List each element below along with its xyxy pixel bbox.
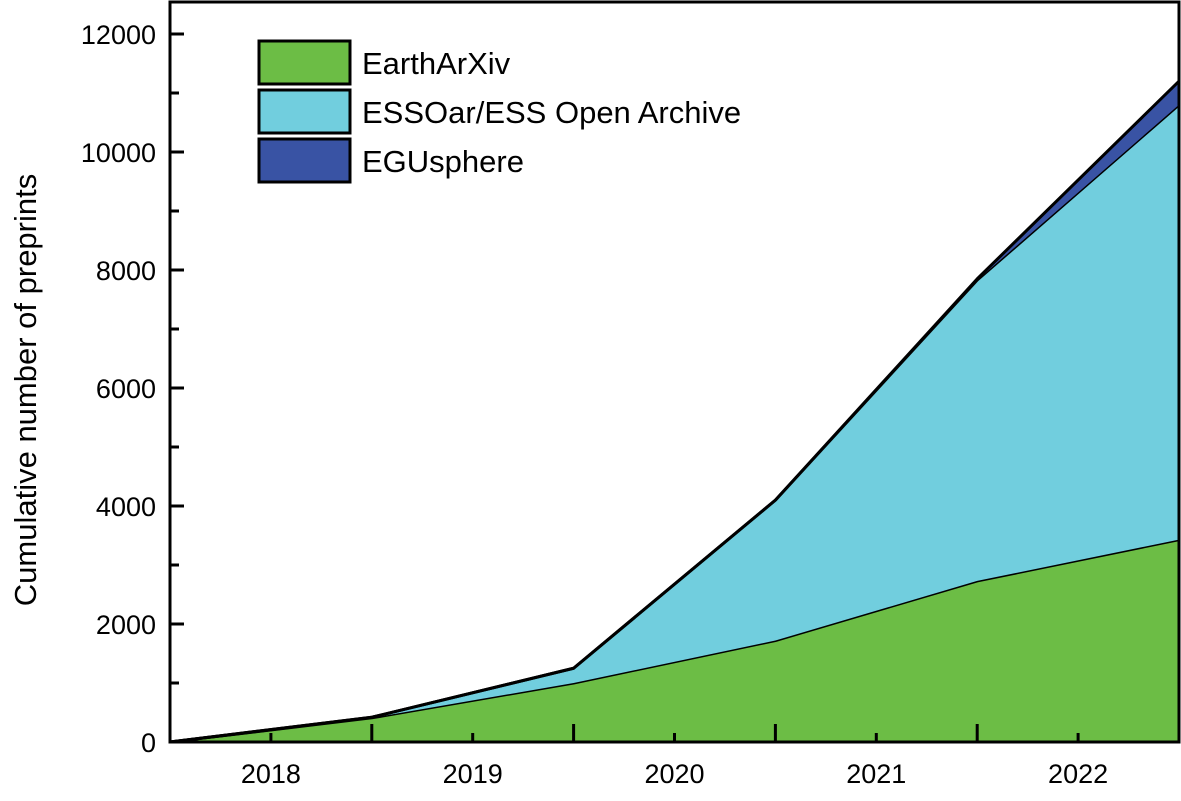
y-axis-label: Cumulative number of preprints — [8, 174, 43, 606]
y-tick-label: 8000 — [96, 256, 156, 286]
legend-swatch — [257, 39, 352, 86]
legend-label: EGUsphere — [362, 144, 524, 179]
x-tick-label: 2018 — [241, 759, 301, 789]
y-tick-label: 0 — [141, 728, 156, 758]
legend-label: ESSOar/ESS Open Archive — [362, 95, 741, 130]
y-tick-label: 12000 — [81, 20, 156, 50]
area-essoar-ess-open-archive — [170, 104, 1179, 743]
legend: EarthArXiv ESSOar/ESS Open Archive EGUsphe… — [257, 39, 741, 184]
y-tick-label: 4000 — [96, 492, 156, 522]
x-tick-label: 2021 — [846, 759, 906, 789]
x-tick-label: 2022 — [1048, 759, 1108, 789]
legend-label: EarthArXiv — [362, 46, 511, 81]
area-eartharxiv — [170, 539, 1179, 742]
legend-swatch — [257, 137, 352, 184]
area-layer — [169, 80, 1181, 744]
line-egusphere — [169, 80, 1181, 744]
x-tick-label: 2019 — [443, 759, 503, 789]
y-tick-label: 6000 — [96, 374, 156, 404]
axes: 0 2000 4000 6000 8000 10000 12000 2018 2019 2020 2… — [81, 0, 1181, 789]
legend-swatch — [257, 88, 352, 135]
y-tick-label: 10000 — [81, 138, 156, 168]
x-tick-label: 2020 — [644, 759, 704, 789]
y-tick-label: 2000 — [96, 610, 156, 640]
